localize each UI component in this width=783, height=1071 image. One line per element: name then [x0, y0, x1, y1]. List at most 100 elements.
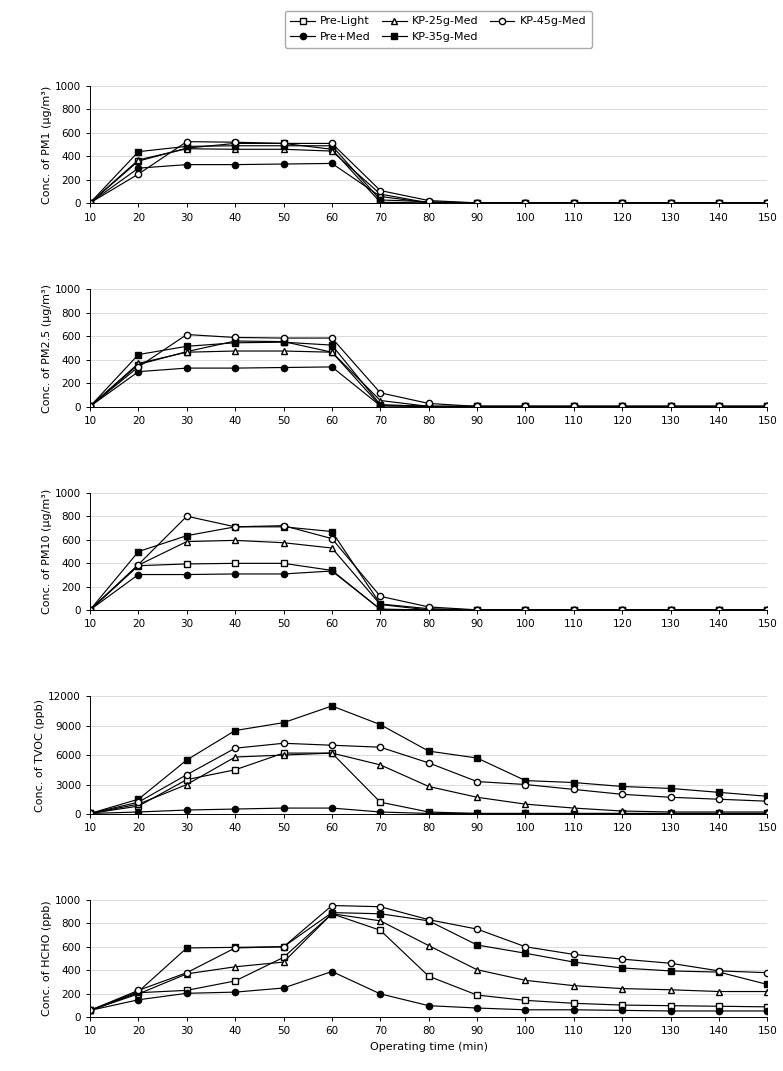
KP-35g-Med — [279, 139, 288, 152]
Pre+Med — [279, 568, 288, 580]
KP-45g-Med — [618, 603, 627, 616]
KP-25g-Med — [714, 603, 723, 616]
KP-45g-Med — [327, 900, 337, 912]
Pre-Light — [618, 603, 627, 616]
KP-45g-Med — [327, 739, 337, 752]
KP-35g-Med — [714, 786, 723, 799]
KP-35g-Med — [521, 399, 530, 412]
KP-25g-Med — [134, 153, 143, 166]
Pre-Light — [85, 808, 95, 820]
KP-25g-Med — [521, 196, 530, 209]
Pre+Med — [714, 196, 723, 209]
KP-35g-Med — [182, 140, 192, 153]
Pre-Light — [230, 334, 240, 347]
KP-25g-Med — [85, 1004, 95, 1016]
KP-35g-Med — [376, 598, 385, 610]
Pre-Light — [230, 137, 240, 150]
Pre+Med — [521, 399, 530, 412]
Line: Pre-Light: Pre-Light — [87, 337, 770, 409]
Pre-Light — [279, 746, 288, 759]
KP-25g-Med — [472, 963, 482, 976]
Pre+Med — [230, 159, 240, 171]
Pre+Med — [666, 603, 675, 616]
KP-45g-Med — [85, 196, 95, 209]
Pre-Light — [134, 986, 143, 999]
Pre+Med — [666, 196, 675, 209]
Pre-Light — [763, 196, 772, 209]
Pre-Light — [85, 603, 95, 616]
Pre+Med — [85, 196, 95, 209]
Pre-Light — [279, 335, 288, 348]
KP-35g-Med — [376, 719, 385, 731]
Line: Pre+Med: Pre+Med — [87, 364, 770, 409]
Pre-Light — [279, 557, 288, 570]
Line: KP-45g-Med: KP-45g-Med — [87, 138, 770, 206]
KP-35g-Med — [424, 195, 434, 208]
Pre-Light — [424, 399, 434, 412]
Line: KP-45g-Med: KP-45g-Med — [87, 331, 770, 409]
KP-35g-Med — [85, 399, 95, 412]
KP-45g-Med — [714, 399, 723, 412]
KP-25g-Med — [666, 805, 675, 818]
KP-35g-Med — [569, 776, 579, 789]
KP-35g-Med — [763, 399, 772, 412]
KP-25g-Med — [472, 603, 482, 616]
Pre+Med — [376, 805, 385, 818]
KP-35g-Med — [376, 907, 385, 920]
Line: Pre+Med: Pre+Med — [87, 968, 770, 1014]
Pre+Med — [134, 568, 143, 580]
KP-35g-Med — [182, 340, 192, 352]
Pre-Light — [714, 808, 723, 820]
KP-35g-Med — [569, 603, 579, 616]
Pre+Med — [279, 981, 288, 994]
KP-45g-Med — [472, 923, 482, 936]
KP-45g-Med — [521, 603, 530, 616]
KP-25g-Med — [714, 985, 723, 998]
Pre+Med — [182, 159, 192, 171]
KP-45g-Med — [763, 795, 772, 808]
KP-25g-Med — [763, 399, 772, 412]
KP-25g-Med — [763, 603, 772, 616]
Pre-Light — [618, 399, 627, 412]
KP-35g-Med — [618, 780, 627, 793]
Pre+Med — [279, 361, 288, 374]
Pre-Light — [376, 924, 385, 937]
KP-45g-Med — [376, 741, 385, 754]
Pre+Med — [134, 805, 143, 818]
Pre+Med — [472, 1001, 482, 1014]
KP-45g-Med — [763, 399, 772, 412]
KP-25g-Med — [569, 603, 579, 616]
KP-45g-Med — [569, 196, 579, 209]
KP-45g-Med — [327, 332, 337, 345]
KP-25g-Med — [182, 536, 192, 548]
Pre+Med — [569, 196, 579, 209]
KP-25g-Med — [714, 399, 723, 412]
KP-35g-Med — [763, 603, 772, 616]
Pre+Med — [424, 808, 434, 820]
Pre+Med — [230, 985, 240, 998]
KP-25g-Med — [424, 399, 434, 412]
Pre-Light — [666, 999, 675, 1012]
KP-25g-Med — [521, 798, 530, 811]
KP-45g-Med — [279, 137, 288, 150]
Pre-Light — [569, 997, 579, 1010]
KP-35g-Med — [327, 338, 337, 351]
Line: KP-25g-Med: KP-25g-Med — [87, 348, 770, 409]
KP-45g-Med — [521, 196, 530, 209]
KP-35g-Med — [763, 196, 772, 209]
KP-35g-Med — [472, 603, 482, 616]
KP-35g-Med — [618, 196, 627, 209]
KP-45g-Med — [666, 790, 675, 803]
Pre+Med — [472, 808, 482, 820]
Pre+Med — [327, 564, 337, 577]
KP-35g-Med — [763, 978, 772, 991]
KP-25g-Med — [230, 751, 240, 764]
Pre-Light — [763, 1000, 772, 1013]
Line: KP-35g-Med: KP-35g-Med — [87, 703, 770, 816]
KP-45g-Med — [424, 914, 434, 926]
Pre-Light — [376, 603, 385, 616]
KP-45g-Med — [134, 361, 143, 374]
Pre-Light — [714, 196, 723, 209]
Pre+Med — [763, 808, 772, 820]
Pre+Med — [85, 808, 95, 820]
